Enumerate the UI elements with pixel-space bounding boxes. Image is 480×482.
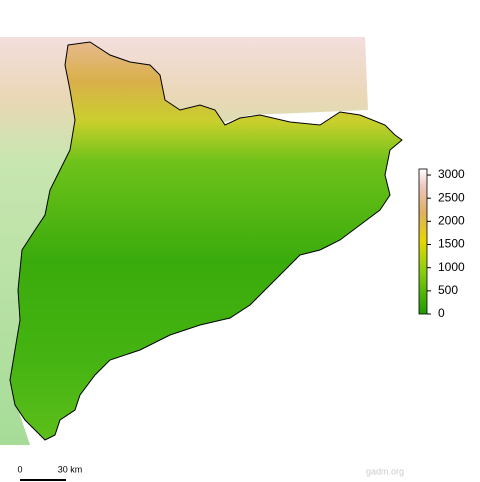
scale-start: 0 bbox=[17, 464, 22, 474]
legend-tick-label: 2500 bbox=[438, 190, 465, 204]
legend-tick-label: 2000 bbox=[438, 214, 465, 228]
legend-tick-label: 1000 bbox=[438, 260, 465, 274]
legend-tick-label: 1500 bbox=[438, 237, 465, 251]
color-bar bbox=[418, 168, 428, 315]
region bbox=[9, 41, 403, 441]
scale-end: 30 km bbox=[58, 464, 83, 474]
legend-tick-label: 500 bbox=[438, 283, 458, 297]
legend-tick-label: 3000 bbox=[438, 167, 465, 181]
legend: 0 500 1000 1500 2000 2500 3000 bbox=[418, 167, 465, 320]
legend-tick-label: 0 bbox=[438, 306, 445, 320]
credit: gadm.org bbox=[366, 466, 404, 476]
